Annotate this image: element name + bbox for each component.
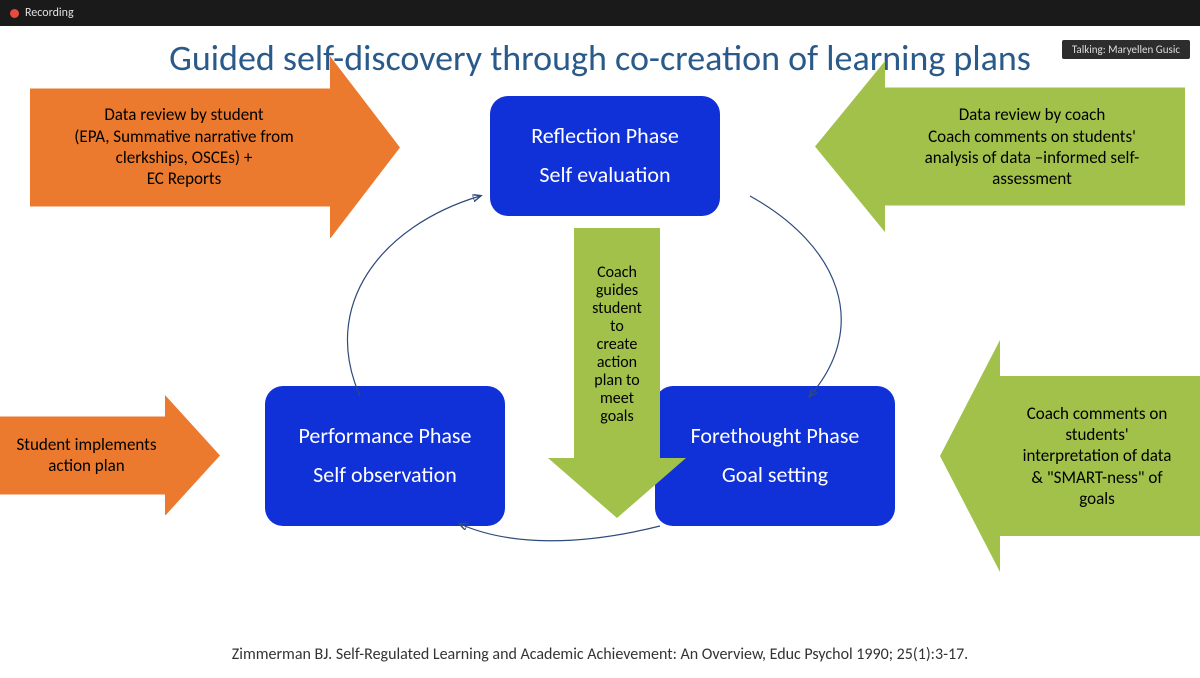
recording-label: Recording [25, 6, 74, 20]
coach-comments-smart-arrow: Coach comments onstudents'interpretation… [940, 340, 1200, 572]
app-window: Recording Talking: Maryellen Gusic Guide… [0, 0, 1200, 678]
reflection-phase-box: Reflection Phase Self evaluation [490, 96, 720, 216]
recording-dot-icon [10, 9, 19, 18]
performance-line1: Performance Phase [299, 422, 472, 451]
student-implements-label: Student implementsaction plan [6, 416, 167, 494]
citation-text: Zimmerman BJ. Self-Regulated Learning an… [0, 645, 1200, 664]
coach-data-review-label: Data review by coachCoach comments on st… [885, 88, 1179, 206]
student-implements-arrow: Student implementsaction plan [0, 395, 220, 516]
performance-phase-box: Performance Phase Self observation [265, 386, 505, 526]
recording-indicator-bar: Recording [0, 0, 1200, 26]
coach-guides-action-plan-arrow: Coachguidesstudenttocreateactionplan tom… [548, 228, 686, 518]
student-data-review-label: Data review by student(EPA, Summative na… [36, 88, 332, 206]
reflection-line1: Reflection Phase [531, 122, 679, 151]
presentation-slide: Guided self-discovery through co-creatio… [0, 26, 1200, 678]
forethought-line2: Goal setting [722, 461, 828, 490]
performance-line2: Self observation [313, 461, 457, 490]
talking-indicator: Talking: Maryellen Gusic [1062, 40, 1190, 59]
coach-data-review-arrow: Data review by coachCoach comments on st… [815, 61, 1185, 232]
coach-guides-action-plan-label: Coachguidesstudenttocreateactionplan tom… [574, 230, 660, 460]
student-data-review-arrow: Data review by student(EPA, Summative na… [30, 56, 400, 239]
coach-comments-smart-label: Coach comments onstudents'interpretation… [1000, 376, 1194, 536]
forethought-phase-box: Forethought Phase Goal setting [655, 386, 895, 526]
reflection-line2: Self evaluation [539, 161, 670, 190]
forethought-line1: Forethought Phase [691, 422, 860, 451]
